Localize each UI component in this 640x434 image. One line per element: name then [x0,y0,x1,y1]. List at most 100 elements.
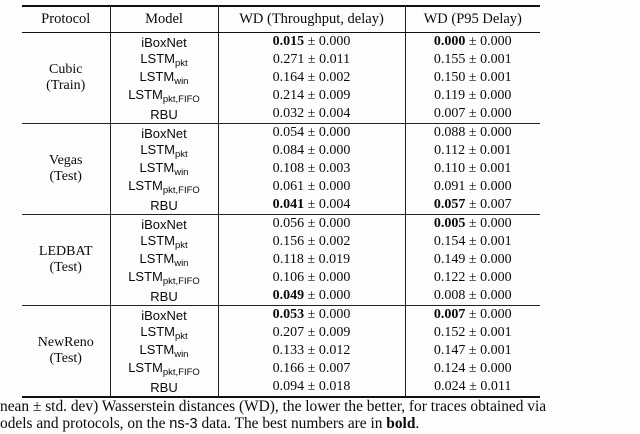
wd-p95-delay-cell: 0.007 ± 0.000 [404,105,540,124]
model-name: RBU [150,106,178,122]
plus-minus: ± [465,125,481,140]
table-row: LEDBAT (Test) iBoxNet 0.056 ± 0.000 0.005 ± … [22,214,540,275]
protocol-split: (Test) [49,351,82,366]
table-row: LSTMpkt 0.084 ± 0.000 0.112 ± 0.001 [22,142,540,160]
std-dev-value: 0.000 [480,216,512,231]
wd-p95-delay-cell: 0.149 ± 0.000 [404,251,540,269]
wd-p95-delay-cell: 0.024 ± 0.011 [404,378,540,397]
model-cell: LSTMpkt,FIFO [109,269,218,287]
table-row: LSTMpkt,FIFO 0.106 ± 0.000 0.122 ± 0.000 [22,269,540,287]
std-dev-value: 0.001 [480,234,512,249]
wd-p95-delay-cell: 0.150 ± 0.001 [404,69,540,87]
std-dev-value: 0.000 [480,307,512,322]
mean-value: 0.005 [433,216,466,231]
mean-value: 0.084 [272,143,305,158]
plus-minus: ± [465,270,481,285]
header-row: Protocol Model WD (Throughput, delay) WD… [22,6,540,33]
model-name: RBU [150,197,178,213]
wd-throughput-delay-cell: 0.207 ± 0.009 [217,324,405,342]
model-cell: LSTMpkt [109,51,218,69]
std-dev-value: 0.001 [480,343,512,358]
caption-bold-word: bold [386,415,416,433]
mean-value: 0.149 [433,252,466,267]
table-row: RBU 0.094 ± 0.018 0.024 ± 0.011 [22,378,540,397]
plus-minus: ± [304,270,319,285]
std-dev-value: 0.000 [318,34,351,49]
mean-value: 0.147 [433,343,466,358]
mean-value: 0.112 [434,143,466,158]
wd-p95-delay-cell: 0.122 ± 0.000 [404,269,540,287]
std-dev-value: 0.000 [480,34,512,49]
model-cell: LSTMwin [109,69,218,87]
plus-minus: ± [465,288,481,303]
model-name: LSTM [128,269,163,284]
protocol-split: (Train) [46,78,86,93]
std-dev-value: 0.000 [318,270,351,285]
plus-minus: ± [304,143,319,158]
model-name: LSTM [139,69,175,84]
mean-value: 0.152 [433,325,466,340]
model-name: iBoxNet [141,125,187,141]
wd-throughput-delay-cell: 0.061 ± 0.000 [217,178,405,196]
model-cell: LSTMwin [109,251,218,269]
plus-minus: ± [465,379,481,394]
std-dev-value: 0.000 [480,179,512,194]
std-dev-value: 0.009 [318,88,351,103]
model-cell: LSTMpkt [109,142,218,160]
table-row: LSTMpkt 0.271 ± 0.011 0.155 ± 0.001 [22,51,540,69]
std-dev-value: 0.000 [480,361,512,376]
protocol-split: (Test) [49,169,82,184]
table-row: LSTMwin 0.133 ± 0.012 0.147 ± 0.001 [22,342,540,360]
model-cell: LSTMpkt [109,324,218,342]
std-dev-value: 0.009 [318,325,351,340]
plus-minus: ± [304,125,319,140]
table-row: LSTMpkt,FIFO 0.061 ± 0.000 0.091 ± 0.000 [22,178,540,196]
table-row: LSTMwin 0.108 ± 0.003 0.110 ± 0.001 [22,160,540,178]
protocol-group: Vegas (Test) iBoxNet 0.054 ± 0.000 0.088 ± 0… [22,123,540,215]
plus-minus: ± [465,234,481,249]
model-subscript: win [174,349,189,360]
model-name: LSTM [140,233,175,248]
column-header-wd-throughput-delay: WD (Throughput, delay) [217,6,405,33]
mean-value: 0.155 [433,52,466,67]
mean-value: 0.088 [433,125,466,140]
model-name: LSTM [128,178,163,193]
table-row: NewReno (Test) iBoxNet 0.053 ± 0.000 0.007 ±… [22,305,540,366]
mean-value: 0.122 [433,270,466,285]
mean-value: 0.091 [433,179,466,194]
mean-value: 0.164 [272,70,305,85]
mean-value: 0.024 [434,379,466,394]
wd-p95-delay-cell: 0.088 ± 0.000 [404,123,540,142]
wd-p95-delay-cell: 0.155 ± 0.001 [404,51,540,69]
std-dev-value: 0.001 [479,161,512,176]
model-cell: iBoxNet [109,123,218,142]
model-name: LSTM [139,160,175,175]
std-dev-value: 0.002 [318,70,351,85]
model-subscript: win [174,167,189,178]
mean-value: 0.133 [272,343,305,358]
model-subscript: pkt [174,58,188,69]
wd-p95-delay-cell: 0.091 ± 0.000 [404,178,540,196]
wd-throughput-delay-cell: 0.094 ± 0.018 [217,378,405,397]
std-dev-value: 0.019 [318,252,351,267]
plus-minus: ± [304,34,319,49]
wd-p95-delay-cell: 0.007 ± 0.000 [404,305,540,324]
model-name: LSTM [128,360,163,375]
plus-minus: ± [465,161,480,176]
wd-p95-delay-cell: 0.057 ± 0.007 [404,196,540,215]
model-subscript: pkt [174,149,188,160]
caption-line2-text: odels and protocols, on the [0,415,170,433]
std-dev-value: 0.001 [480,52,512,67]
table-header: Protocol Model WD (Throughput, delay) WD… [22,6,540,33]
mean-value: 0.015 [272,34,305,49]
protocol-name: Cubic [49,62,83,77]
table-row: LSTMpkt 0.207 ± 0.009 0.152 ± 0.001 [22,324,540,342]
mean-value: 0.156 [272,234,305,249]
model-cell: iBoxNet [109,32,218,51]
wd-throughput-delay-cell: 0.084 ± 0.000 [217,142,405,160]
std-dev-value: 0.000 [480,106,512,121]
caption-ns3-label: ns-3 [169,416,198,433]
protocol-name: LEDBAT [38,244,93,259]
plus-minus: ± [304,307,319,322]
mean-value: 0.119 [434,88,466,103]
